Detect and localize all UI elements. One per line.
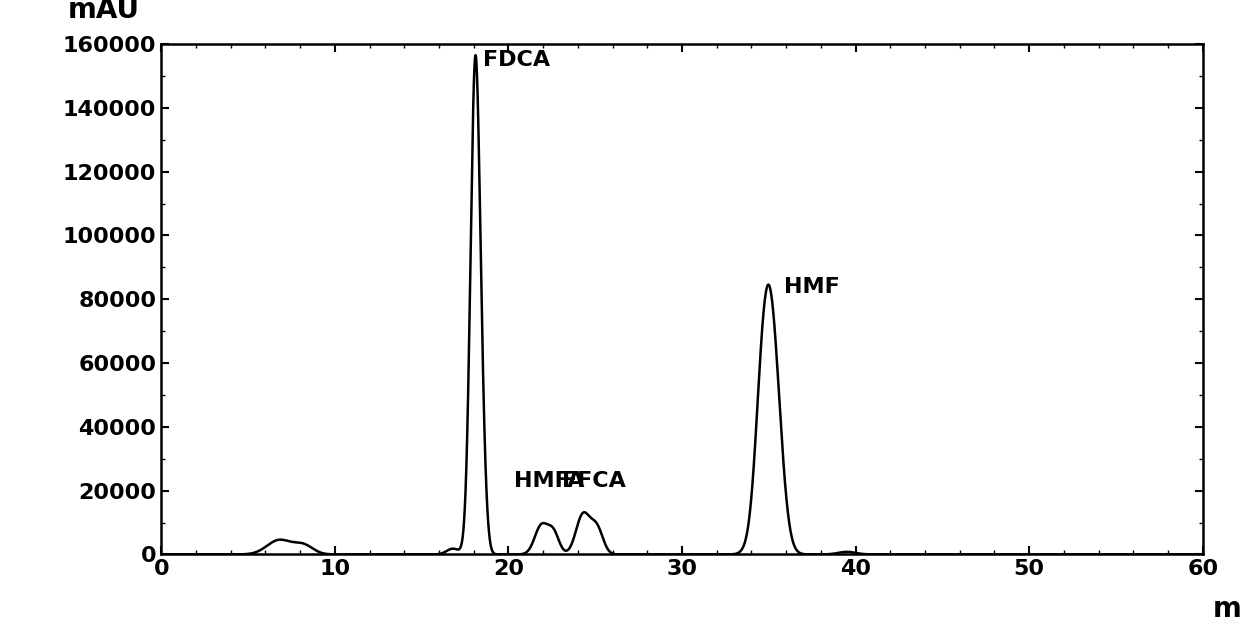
Text: min: min [1213,595,1240,623]
Text: mAU: mAU [67,0,139,24]
Text: HMF: HMF [784,277,839,297]
Text: FDCA: FDCA [484,50,551,71]
Text: HMFA: HMFA [513,471,584,491]
Text: FFCA: FFCA [562,471,626,491]
